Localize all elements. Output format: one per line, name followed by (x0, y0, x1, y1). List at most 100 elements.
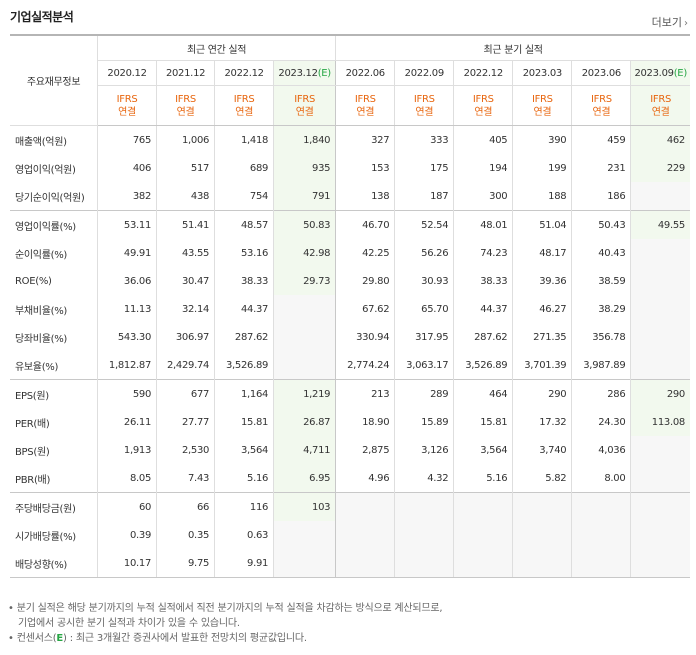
ifrs-label: IFRS (116, 93, 138, 105)
consolidated-label: 연결 (356, 106, 375, 118)
row-label: EPS(원) (10, 379, 98, 408)
data-cell (394, 549, 454, 578)
data-cell: 390 (512, 125, 572, 154)
row-label: BPS(원) (15, 446, 50, 458)
data-cell: 49.55 (630, 210, 690, 239)
data-cell: 48.01 (453, 210, 513, 239)
period-label: 2023.12 (278, 67, 318, 79)
data-cell: 46.27 (512, 295, 572, 323)
period-header: 2023.12(E) (273, 60, 336, 86)
data-cell: 543.30 (97, 323, 157, 351)
data-cell (571, 492, 631, 521)
ifrs-badge: IFRS 연결 (335, 85, 395, 126)
data-cell: 9.91 (214, 549, 274, 578)
period-header: 2022.06 (335, 60, 395, 86)
data-cell: 517 (156, 154, 215, 182)
period-label: 2023.06 (581, 67, 622, 79)
data-cell: 6.95 (273, 464, 336, 493)
data-cell: 2,530 (156, 436, 215, 464)
footnote-2: • 컨센서스(E) : 최근 3개월간 증권사에서 발표한 전망치의 평균값입니… (8, 633, 307, 644)
ifrs-label: IFRS (413, 93, 435, 105)
data-cell: 153 (335, 154, 395, 182)
data-cell (630, 295, 690, 323)
table-row: 순이익률(%) 49.91 43.55 53.16 42.98 42.25 56.26 74.… (10, 239, 690, 267)
ifrs-label: IFRS (472, 93, 494, 105)
period-label: 2023.09 (634, 67, 674, 79)
ifrs-badge: IFRS 연결 (571, 85, 631, 126)
period-label: 2022.12 (224, 67, 264, 79)
data-cell: 4,711 (273, 436, 336, 464)
table-row: 유보율(%) 1,812.87 2,429.74 3,526.89 2,774.24 3,… (10, 351, 690, 380)
data-cell: 4.96 (335, 464, 395, 493)
ifrs-row: IFRS 연결 IFRS 연결 IFRS 연결 IFRS 연결 IFRS 연결 IFRS 연결 IFRS… (10, 85, 690, 126)
annual-group-header: 최근 연간 실적 (97, 34, 336, 61)
data-cell: 2,429.74 (156, 351, 215, 380)
data-cell: 306.97 (156, 323, 215, 351)
consolidated-label: 연결 (592, 106, 611, 118)
data-cell: 46.70 (335, 210, 395, 239)
consolidated-label: 연결 (651, 106, 670, 118)
data-cell: 289 (394, 379, 454, 408)
data-cell: 15.81 (214, 408, 274, 436)
row-label: 매출액(억원) (15, 136, 67, 148)
period-header: 2022.12 (453, 60, 513, 86)
data-cell: 42.25 (335, 239, 395, 267)
ifrs-label: IFRS (294, 93, 316, 105)
data-cell: 29.80 (335, 267, 395, 295)
data-cell: 4,036 (571, 436, 631, 464)
ifrs-badge: IFRS 연결 (453, 85, 513, 126)
data-cell: 3,063.17 (394, 351, 454, 380)
data-cell: 213 (335, 379, 395, 408)
ifrs-badge: IFRS 연결 (97, 85, 157, 126)
data-cell (273, 295, 336, 323)
data-cell (394, 492, 454, 521)
estimate-mark: (E) (673, 67, 688, 79)
data-cell: 51.41 (156, 210, 215, 239)
row-label: 배당성향(%) (10, 549, 98, 578)
consolidated-label: 연결 (235, 106, 253, 118)
row-label: 부채비율(%) (15, 305, 68, 317)
data-cell: 1,006 (156, 125, 215, 154)
data-cell: 3,987.89 (571, 351, 631, 380)
footnotes: • 분기 실적은 해당 분기까지의 누적 실적에서 직전 분기까지의 누적 실적… (8, 601, 443, 646)
period-label: 2022.09 (404, 67, 445, 79)
consolidated-label: 연결 (176, 106, 195, 118)
data-cell: 15.89 (394, 408, 454, 436)
data-cell: 5.16 (453, 464, 513, 493)
data-cell: 459 (571, 125, 631, 154)
data-cell: 689 (214, 154, 274, 182)
ifrs-label: IFRS (650, 93, 672, 105)
data-cell: 38.33 (453, 267, 513, 295)
row-label: 당좌비율(%) (15, 333, 68, 345)
period-label: 2023.03 (522, 67, 563, 79)
footnote-2-prefix: 컨센서스( (16, 633, 57, 644)
data-cell: 2,774.24 (335, 351, 395, 380)
data-cell: 194 (453, 154, 513, 182)
data-cell: 765 (97, 125, 157, 154)
period-label: 2020.12 (107, 67, 147, 79)
data-cell: 3,564 (214, 436, 274, 464)
data-cell: 50.83 (273, 210, 336, 239)
period-header: 2020.12 (97, 60, 157, 86)
data-cell: 1,418 (214, 125, 274, 154)
data-cell (630, 323, 690, 351)
data-cell (512, 521, 572, 549)
ifrs-badge: IFRS 연결 (512, 85, 572, 126)
data-cell (571, 549, 631, 578)
period-label: 2021.12 (165, 67, 206, 79)
data-cell: 38.33 (214, 267, 274, 295)
data-cell: 52.54 (394, 210, 454, 239)
data-cell: 935 (273, 154, 336, 182)
data-cell: 49.91 (97, 239, 157, 267)
consolidated-label: 연결 (533, 106, 552, 118)
data-cell (335, 492, 395, 521)
consolidated-label: 연결 (415, 106, 434, 118)
data-cell: 26.87 (273, 408, 336, 436)
data-cell: 9.75 (156, 549, 215, 578)
ifrs-badge: IFRS 연결 (394, 85, 454, 126)
more-link[interactable]: 더보기 › (652, 14, 688, 30)
data-cell (335, 549, 395, 578)
ifrs-label: IFRS (531, 93, 553, 105)
data-cell: 286 (571, 379, 631, 408)
data-cell: 30.47 (156, 267, 215, 295)
